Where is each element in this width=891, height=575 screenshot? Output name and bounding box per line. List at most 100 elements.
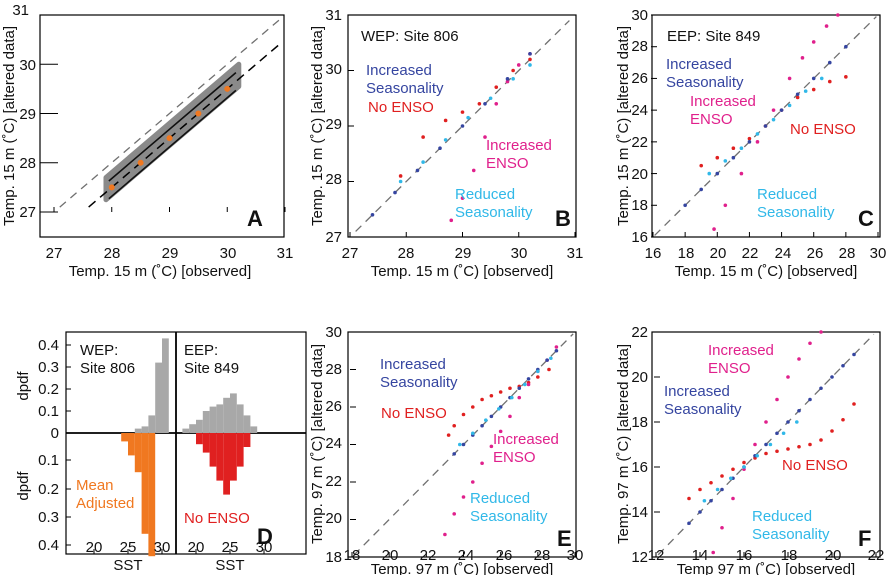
panel-c-point-increased-enso bbox=[771, 108, 776, 112]
panel-d-bar-wep-observed bbox=[155, 362, 162, 433]
panel-c-increased-enso-label: ENSO bbox=[690, 111, 733, 128]
panel-f-point-increased-seasonality bbox=[841, 363, 845, 368]
panel-c-ytick: 26 bbox=[631, 70, 648, 87]
panel-c-point-increased-seasonality bbox=[811, 76, 816, 81]
panel-e-point-no-enso bbox=[547, 367, 551, 372]
panel-f-xtick: 14 bbox=[692, 547, 709, 564]
panel-b-reduced-seasonality-label: Seasonality bbox=[455, 204, 533, 221]
panel-f-point-no-enso bbox=[698, 487, 702, 492]
panel-a-one-to-one-line bbox=[59, 19, 280, 208]
panel-a-ytick: 30 bbox=[19, 57, 36, 74]
panel-f-point-no-enso bbox=[797, 444, 801, 449]
panel-c-xtick: 24 bbox=[775, 245, 792, 262]
panel-e-point-increased-seasonality bbox=[452, 452, 457, 456]
panel-b-point-reduced-seasonality bbox=[488, 96, 493, 101]
panel-a: 31 A 27 28 29 30 31 27 28 29 30 Temp. 15… bbox=[1, 2, 293, 280]
panel-f-point-increased-seasonality bbox=[775, 431, 779, 436]
panel-f-no-enso-label: No ENSO bbox=[782, 457, 848, 474]
panel-d-xtick-left: 20 bbox=[86, 539, 103, 556]
panel-b-xtick: 30 bbox=[511, 245, 528, 262]
panel-f-point-no-enso bbox=[808, 442, 812, 447]
panel-f-point-reduced-seasonality bbox=[795, 420, 799, 424]
panel-f-point-increased-enso bbox=[775, 397, 779, 402]
panel-d-xtick-left: 30 bbox=[154, 539, 171, 556]
panel-e-reduced-seasonality-label: Seasonality bbox=[470, 508, 548, 525]
panel-f-ytick: 22 bbox=[631, 324, 648, 341]
panel-d-bar-wep-observed bbox=[134, 428, 142, 433]
panel-e-point-no-enso bbox=[461, 412, 466, 417]
panel-c-ytick: 24 bbox=[631, 102, 648, 119]
panel-d-frame bbox=[65, 331, 307, 555]
panel-c-frame bbox=[651, 14, 881, 238]
panel-f-point-no-enso bbox=[720, 474, 724, 478]
panel-d-site-left: WEP: bbox=[80, 342, 118, 359]
panel-f-reduced-seasonality-label: Reduced bbox=[752, 508, 812, 525]
panel-e-increased-seasonality-label: Increased bbox=[380, 356, 446, 373]
panel-f-point-increased-seasonality bbox=[709, 498, 713, 503]
panel-f-point-reduced-seasonality bbox=[715, 487, 720, 492]
panel-e-point-no-enso bbox=[536, 375, 540, 379]
panel-e-plot-area bbox=[350, 331, 576, 558]
panel-c-site-label: EEP: Site 849 bbox=[667, 28, 760, 45]
panel-f-point-reduced-seasonality bbox=[768, 442, 773, 447]
panel-c-xtick: 30 bbox=[870, 245, 887, 262]
panel-e-point-no-enso bbox=[452, 423, 457, 428]
panel-d-bar-no-enso bbox=[209, 433, 217, 467]
panel-c-point-reduced-seasonality bbox=[707, 171, 712, 176]
panel-b-point-increased-seasonality bbox=[370, 213, 375, 217]
panel-b-point-reduced-seasonality bbox=[511, 77, 515, 81]
panel-e-point-reduced-seasonality bbox=[457, 442, 462, 447]
panel-f-point-increased-enso bbox=[753, 442, 757, 447]
panel-b-increased-seasonality-label: Increased bbox=[366, 62, 432, 79]
panel-b-increased-seasonality-label: Seasonality bbox=[366, 80, 444, 97]
panel-f-increased-enso-label: Increased bbox=[708, 342, 774, 359]
panel-b-point-reduced-seasonality bbox=[421, 160, 425, 164]
panel-c-point-increased-seasonality bbox=[763, 124, 768, 128]
panel-b-point-reduced-seasonality bbox=[398, 179, 403, 184]
panel-d-ytick: 0.1 bbox=[38, 403, 59, 420]
panel-d-bar-eep-observed bbox=[243, 415, 251, 433]
panel-d: WEP: Site 806 EEP: Site 849 Mean Adjuste… bbox=[15, 331, 307, 574]
panel-d-bar-no-enso bbox=[223, 433, 230, 495]
panel-d-ytick: 0.2 bbox=[38, 481, 59, 498]
panel-f-frame bbox=[651, 331, 881, 558]
panel-d-bar-mean-adjusted bbox=[121, 433, 128, 442]
panel-e-point-reduced-seasonality bbox=[484, 418, 488, 422]
panel-f-point-reduced-seasonality bbox=[781, 431, 786, 436]
panel-e-xtick: 24 bbox=[458, 547, 475, 564]
panel-c-xtick: 26 bbox=[807, 245, 824, 262]
panel-c-label: C bbox=[858, 206, 874, 231]
panel-d-bar-no-enso bbox=[196, 433, 203, 445]
panel-e-ytick: 30 bbox=[325, 324, 342, 341]
panel-f-point-increased-enso bbox=[764, 420, 768, 424]
panel-c-increased-seasonality-label: Increased bbox=[666, 56, 732, 73]
panel-e-point-increased-enso bbox=[489, 444, 494, 449]
panel-f-ytick: 16 bbox=[631, 459, 648, 476]
panel-c-xtick: 28 bbox=[839, 245, 856, 262]
panel-f-point-increased-seasonality bbox=[830, 375, 834, 379]
panel-c-point-increased-seasonality bbox=[747, 140, 752, 144]
panel-c-point-increased-enso bbox=[836, 13, 840, 17]
panel-e-increased-enso-label: Increased bbox=[493, 431, 559, 448]
panel-f-point-no-enso bbox=[852, 402, 856, 406]
panel-c-point-no-enso bbox=[827, 79, 832, 84]
panel-e-increased-enso-label: ENSO bbox=[493, 449, 536, 466]
panel-e-point-reduced-seasonality bbox=[549, 356, 553, 361]
panel-c-ytick: 20 bbox=[631, 166, 648, 183]
panel-b-plot-area bbox=[348, 14, 576, 238]
panel-f-point-no-enso bbox=[742, 460, 746, 465]
panel-f-point-increased-enso bbox=[720, 525, 724, 530]
panel-b-point-no-enso bbox=[477, 102, 482, 106]
panel-c-reduced-seasonality-label: Reduced bbox=[757, 186, 817, 203]
panel-d-bar-no-enso bbox=[236, 433, 244, 467]
panel-e-point-increased-enso bbox=[461, 495, 466, 499]
panel-c-point-reduced-seasonality bbox=[739, 146, 744, 150]
panel-e-point-increased-enso bbox=[443, 532, 447, 537]
panel-a-label: A bbox=[247, 206, 263, 231]
panel-a-point-mean-adjusted bbox=[166, 135, 173, 142]
panel-f-reduced-seasonality-label: Seasonality bbox=[752, 526, 830, 543]
panel-c-xtick: 18 bbox=[678, 245, 695, 262]
panel-b-point-no-enso bbox=[421, 135, 425, 139]
panel-d-bar-eep-observed bbox=[209, 406, 217, 433]
